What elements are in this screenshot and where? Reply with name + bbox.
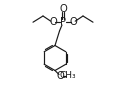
Text: O: O [49, 17, 57, 27]
Text: O: O [69, 17, 77, 27]
Text: CH₃: CH₃ [60, 71, 77, 80]
Text: P: P [60, 17, 66, 27]
Text: O: O [57, 71, 64, 81]
Text: O: O [59, 4, 67, 14]
